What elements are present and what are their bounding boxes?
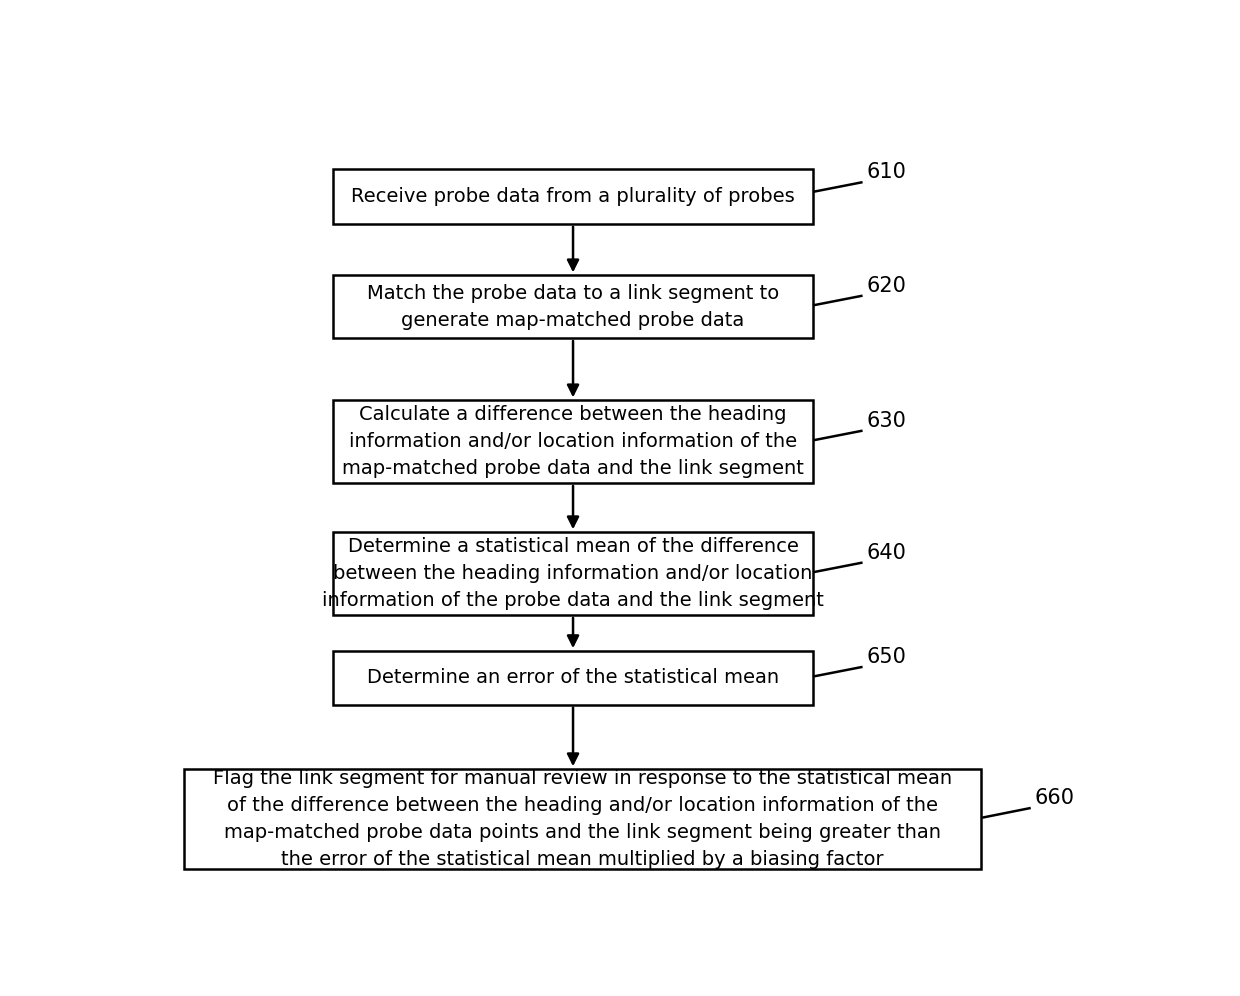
Text: 630: 630 xyxy=(866,411,906,431)
Text: 640: 640 xyxy=(866,543,906,563)
Text: Calculate a difference between the heading
information and/or location informati: Calculate a difference between the headi… xyxy=(342,405,804,478)
Text: 620: 620 xyxy=(866,276,906,296)
FancyBboxPatch shape xyxy=(332,400,813,483)
FancyBboxPatch shape xyxy=(332,651,813,705)
FancyBboxPatch shape xyxy=(332,532,813,615)
Text: 660: 660 xyxy=(1034,788,1074,808)
Text: 650: 650 xyxy=(866,647,906,667)
FancyBboxPatch shape xyxy=(332,275,813,338)
Text: Match the probe data to a link segment to
generate map-matched probe data: Match the probe data to a link segment t… xyxy=(367,284,779,330)
FancyBboxPatch shape xyxy=(332,168,813,224)
Text: 610: 610 xyxy=(866,162,906,182)
FancyBboxPatch shape xyxy=(184,769,982,869)
Text: Receive probe data from a plurality of probes: Receive probe data from a plurality of p… xyxy=(351,186,795,206)
Text: Determine an error of the statistical mean: Determine an error of the statistical me… xyxy=(367,668,779,687)
Text: Flag the link segment for manual review in response to the statistical mean
of t: Flag the link segment for manual review … xyxy=(213,769,952,870)
Text: Determine a statistical mean of the difference
between the heading information a: Determine a statistical mean of the diff… xyxy=(322,537,823,611)
